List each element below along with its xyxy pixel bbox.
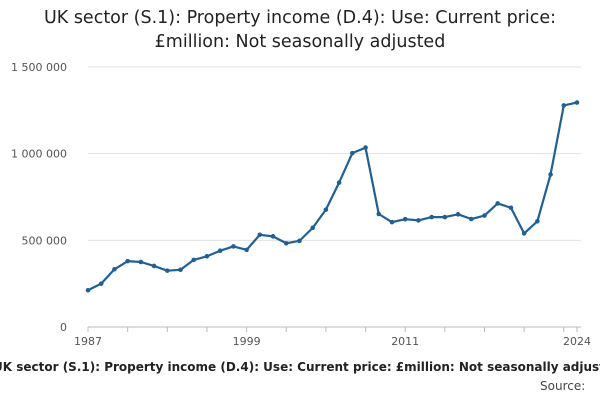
data-point bbox=[350, 150, 355, 156]
data-point bbox=[389, 219, 395, 225]
x-tick-label: 2011 bbox=[391, 335, 419, 348]
x-tick-label: 2024 bbox=[563, 335, 591, 348]
data-point bbox=[244, 247, 249, 253]
data-point bbox=[310, 225, 315, 231]
x-tick-label: 1999 bbox=[233, 335, 261, 348]
data-point bbox=[442, 214, 448, 220]
data-point bbox=[482, 213, 487, 218]
x-tick-label: 1987 bbox=[74, 335, 102, 348]
data-point bbox=[164, 268, 170, 273]
data-point bbox=[125, 258, 130, 264]
data-point bbox=[217, 248, 223, 254]
data-points bbox=[85, 100, 580, 293]
data-point bbox=[574, 100, 580, 105]
data-point bbox=[151, 263, 157, 269]
data-point bbox=[178, 267, 183, 273]
source-label: Source: bbox=[540, 379, 586, 393]
y-tick-label: 1 500 000 bbox=[11, 61, 67, 74]
footer-caption-row: UK sector (S.1): Property income (D.4): … bbox=[0, 360, 600, 380]
data-point bbox=[429, 214, 434, 220]
y-tick-label: 500 000 bbox=[22, 234, 68, 247]
data-point bbox=[85, 287, 91, 293]
data-point bbox=[416, 218, 421, 223]
data-point bbox=[138, 259, 144, 265]
data-point bbox=[521, 231, 527, 236]
data-point bbox=[455, 212, 461, 217]
line-chart: 0 500 000 1 000 000 1 500 000 1987 1999 2011 2… bbox=[11, 61, 591, 348]
y-axis-labels: 0 500 000 1 000 000 1 500 000 bbox=[11, 61, 67, 334]
data-point bbox=[98, 281, 104, 286]
data-point bbox=[270, 234, 276, 239]
data-point bbox=[112, 266, 117, 272]
x-axis-labels: 1987 1999 2011 2024 bbox=[74, 335, 591, 348]
data-point bbox=[508, 205, 514, 211]
data-point bbox=[363, 145, 368, 150]
data-point bbox=[297, 238, 302, 244]
footer-caption: UK sector (S.1): Property income (D.4): … bbox=[0, 360, 600, 374]
data-point bbox=[323, 207, 329, 212]
data-point bbox=[468, 216, 474, 222]
data-point bbox=[336, 180, 342, 185]
data-point bbox=[257, 232, 263, 238]
chart-title: UK sector (S.1): Property income (D.4): … bbox=[43, 8, 557, 52]
data-point bbox=[283, 240, 289, 246]
data-point bbox=[548, 172, 553, 177]
x-axis bbox=[87, 326, 581, 332]
data-point bbox=[495, 201, 501, 206]
y-tick-label: 1 000 000 bbox=[11, 148, 67, 161]
data-point bbox=[231, 244, 236, 249]
series-line bbox=[86, 101, 579, 292]
gridlines bbox=[88, 66, 581, 241]
y-tick-label: 0 bbox=[60, 321, 67, 334]
data-point bbox=[204, 253, 210, 259]
data-point bbox=[402, 216, 408, 222]
data-point bbox=[561, 103, 567, 108]
data-point bbox=[376, 211, 382, 217]
data-point bbox=[535, 218, 540, 224]
series-line-group bbox=[86, 101, 579, 292]
data-point bbox=[191, 257, 197, 263]
source-row: Source: bbox=[0, 379, 600, 397]
